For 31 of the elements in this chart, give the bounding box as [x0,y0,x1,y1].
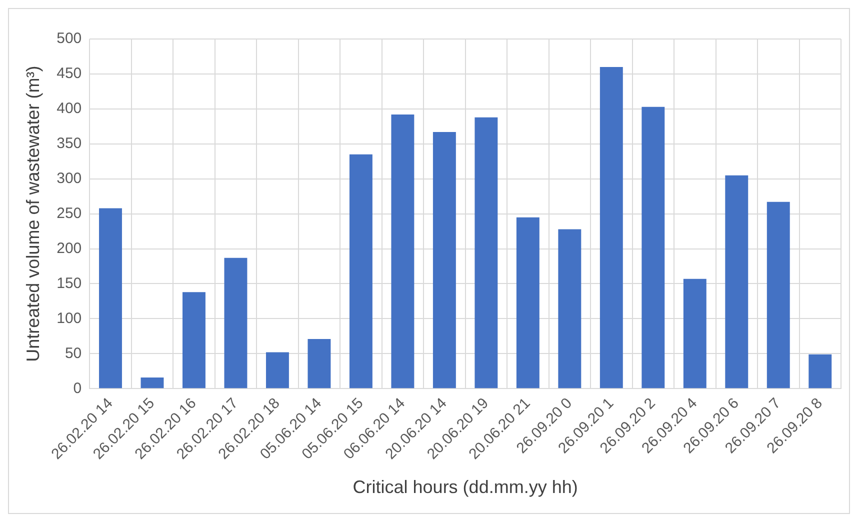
bar [308,338,331,388]
y-tick-label: 300 [56,170,82,187]
bar [642,106,665,388]
y-tick-label: 200 [56,240,82,257]
bar [266,352,289,388]
bar [349,154,372,388]
bar [683,278,706,388]
y-tick-label: 100 [56,310,82,327]
y-tick-label: 500 [56,30,82,48]
x-axis-title: Critical hours (dd.mm.yy hh) [352,477,578,498]
bar [182,292,206,388]
bar [516,217,540,388]
y-tick-label: 250 [56,204,82,222]
bar [432,132,456,388]
bar [391,114,414,388]
y-tick-label: 350 [56,135,82,152]
y-tick-label: 150 [56,274,82,292]
bar [558,229,582,388]
bar [140,377,164,388]
bar [766,202,790,388]
y-tick-label: 400 [56,100,82,118]
bar [224,258,248,388]
bar [600,66,623,388]
bar [808,354,832,388]
y-axis-title: Untreated volume of wastewater (m³) [22,66,43,362]
y-tick-label: 450 [56,65,82,82]
y-tick-label: 50 [64,344,82,362]
y-tick-label: 0 [73,380,82,397]
bar [725,175,748,388]
bar [474,117,498,388]
bar [99,208,122,388]
